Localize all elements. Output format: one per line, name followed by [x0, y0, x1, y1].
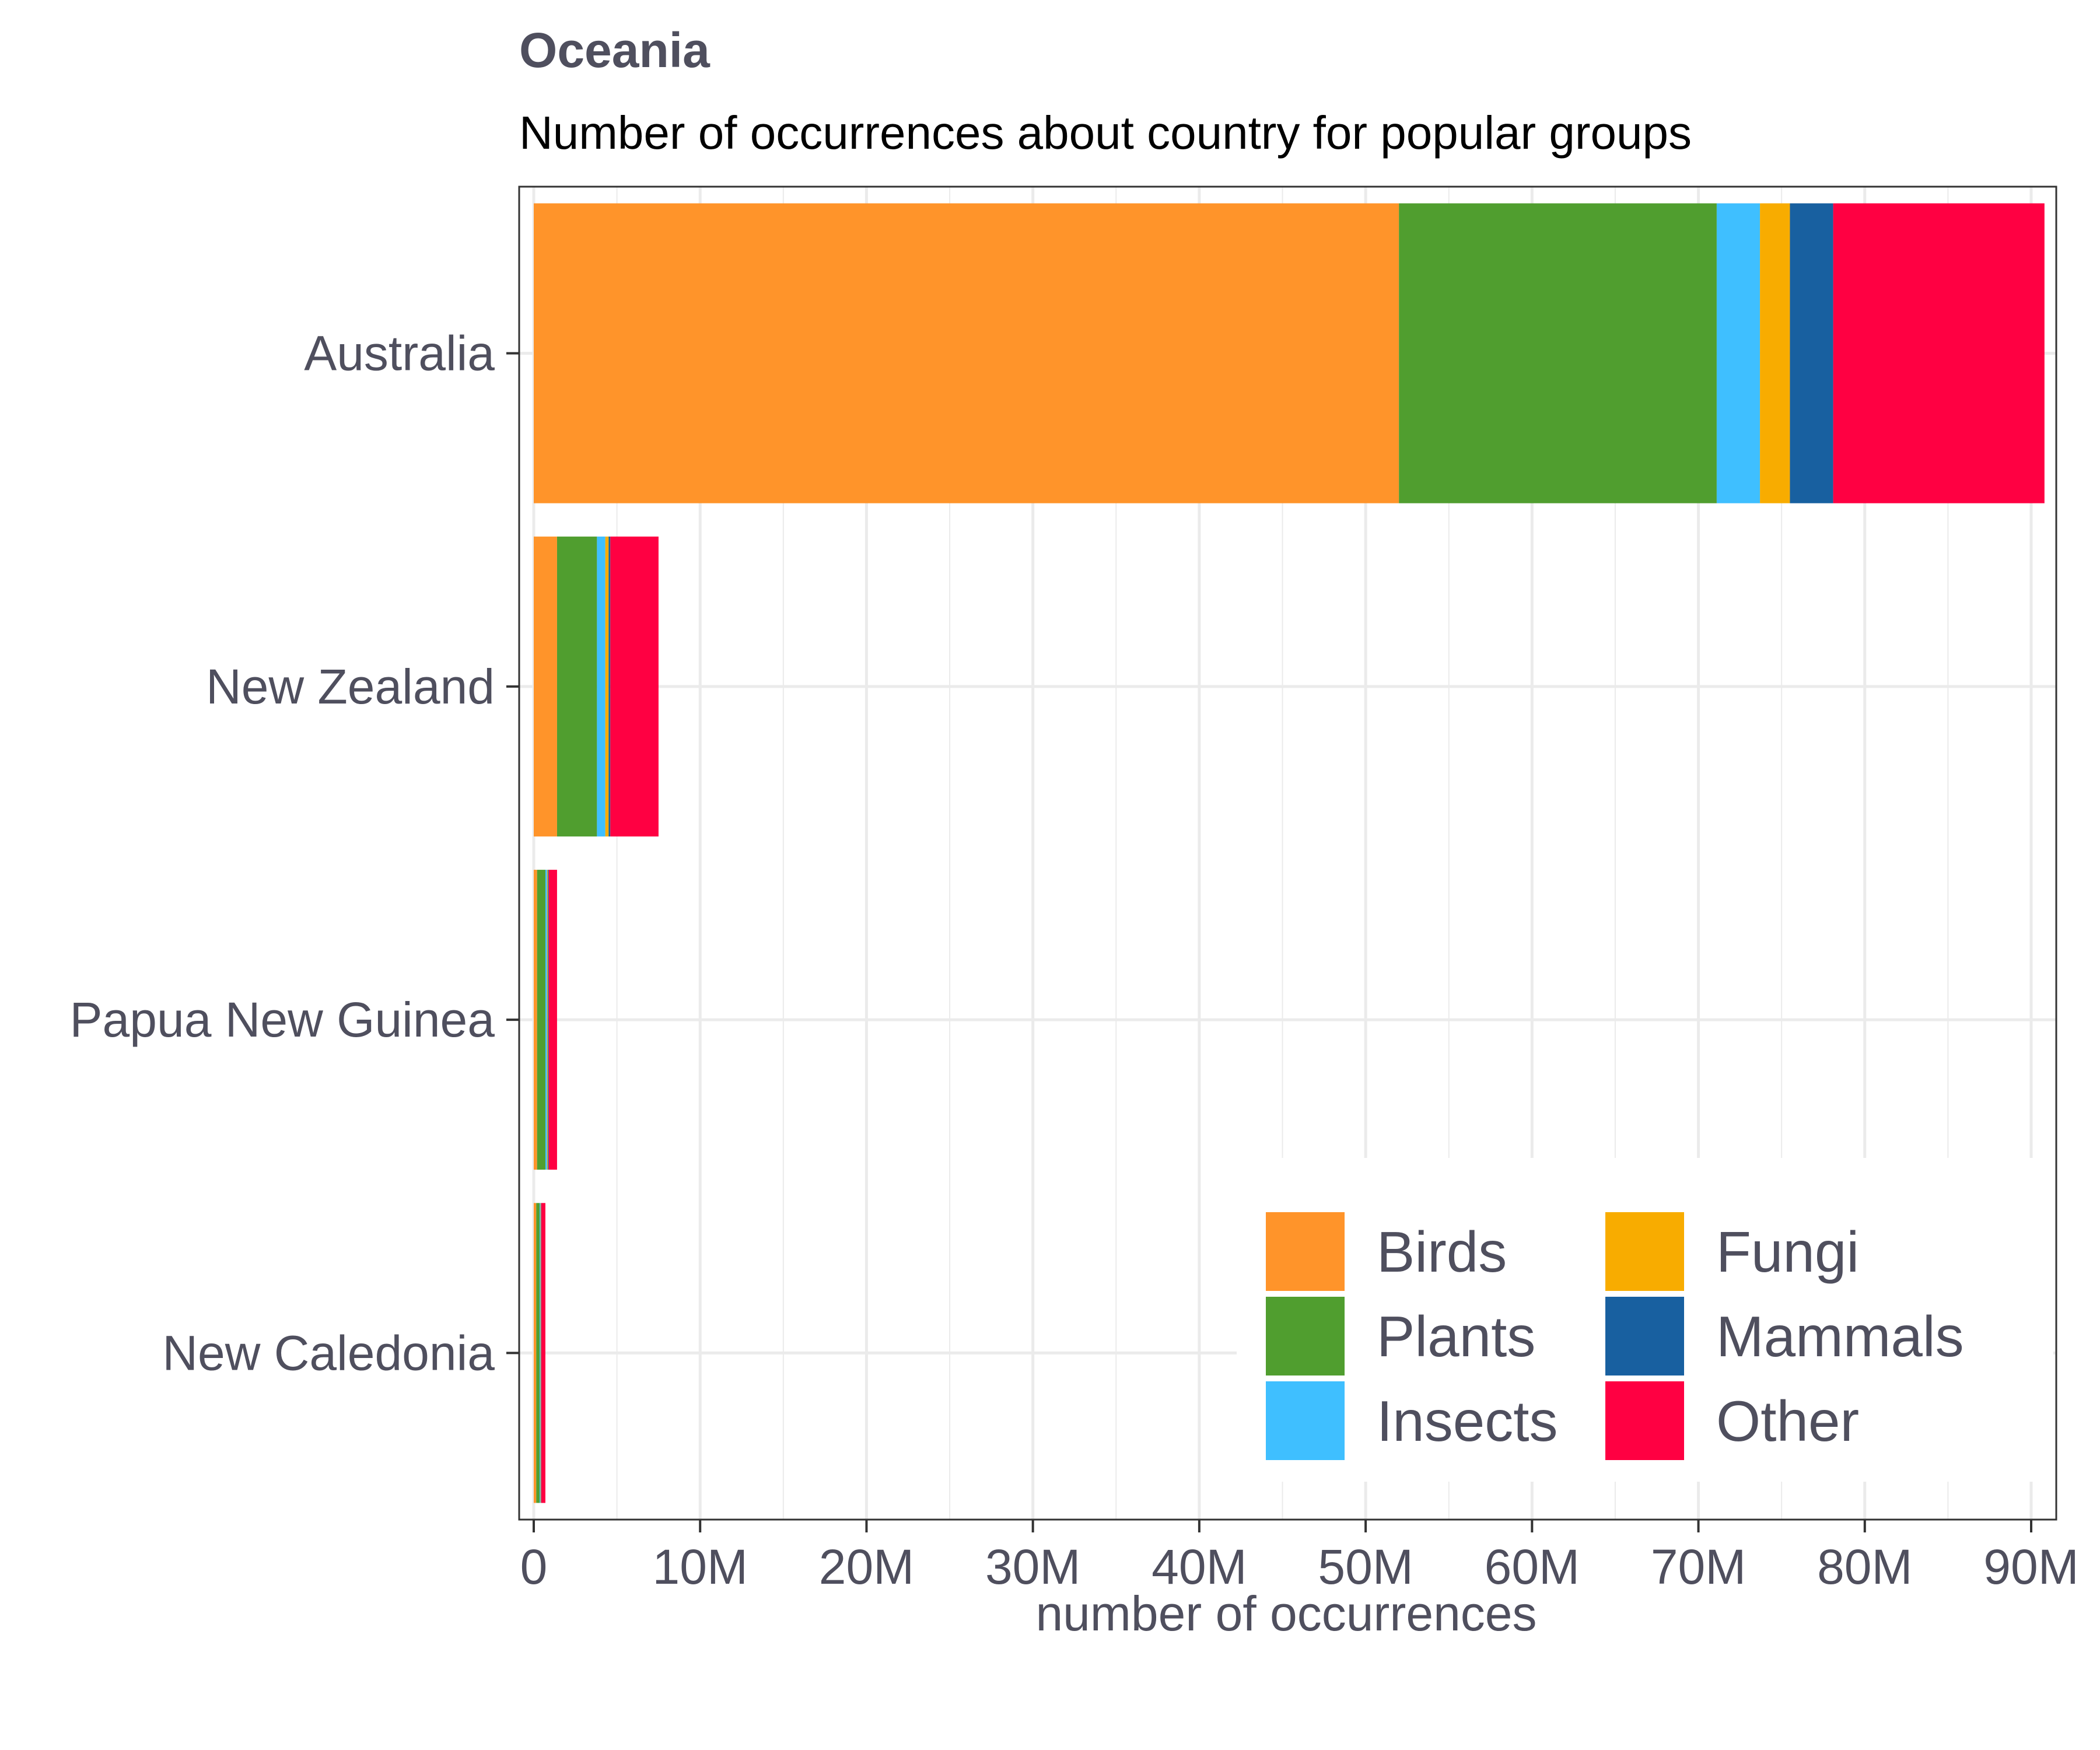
bar-plants-new-caledonia: [536, 1203, 540, 1503]
bar-mammals-new-zealand: [608, 536, 611, 836]
x-axis-title: number of occurrences: [1035, 1586, 1536, 1641]
bar-fungi-papua-new-guinea: [547, 870, 548, 1170]
bar-other-new-caledonia: [541, 1203, 545, 1503]
x-tick-label: 0: [520, 1539, 548, 1594]
legend-label-mammals: Mammals: [1716, 1304, 1964, 1368]
chart-title: Oceania: [519, 23, 710, 78]
legend-key-mammals: [1605, 1297, 1684, 1376]
y-axis: Australia New Zealand Papua New Guinea New …: [70, 326, 519, 1380]
bar-birds-new-zealand: [534, 536, 557, 836]
bar-plants-papua-new-guinea: [537, 870, 545, 1170]
bar-insects-new-zealand: [597, 536, 606, 836]
bar-birds-australia: [534, 203, 1399, 503]
bar-fungi-australia: [1760, 203, 1790, 503]
bar-other-new-zealand: [610, 536, 659, 836]
bar-plants-new-zealand: [556, 536, 597, 836]
bar-fungi-new-zealand: [605, 536, 609, 836]
x-tick-label: 20M: [819, 1539, 914, 1594]
panel-border: [518, 186, 2057, 1521]
bar-birds-new-caledonia: [534, 1203, 537, 1503]
y-tick-label: New Zealand: [206, 659, 495, 714]
x-tick-label: 50M: [1318, 1539, 1413, 1594]
legend-key-fungi: [1605, 1212, 1684, 1291]
x-tick-label: 10M: [653, 1539, 748, 1594]
bar-insects-papua-new-guinea: [545, 870, 547, 1170]
x-tick-label: 40M: [1152, 1539, 1247, 1594]
legend-key-other: [1605, 1381, 1684, 1460]
bar-other-australia: [1833, 203, 2045, 503]
x-tick-label: 70M: [1651, 1539, 1746, 1594]
chart-subtitle: Number of occurrences about country for …: [519, 107, 1692, 159]
legend-label-birds: Birds: [1377, 1220, 1507, 1284]
legend-label-plants: Plants: [1377, 1304, 1535, 1368]
legend-label-fungi: Fungi: [1716, 1220, 1859, 1284]
x-tick-label: 60M: [1485, 1539, 1580, 1594]
x-tick-label: 90M: [1983, 1539, 2078, 1594]
bar-insects-australia: [1716, 203, 1760, 503]
x-tick-label: 30M: [985, 1539, 1080, 1594]
legend-label-insects: Insects: [1377, 1389, 1558, 1453]
y-tick-label: New Caledonia: [162, 1325, 495, 1380]
bars: [534, 203, 2045, 1503]
x-tick-label: 80M: [1817, 1539, 1912, 1594]
bar-plants-australia: [1399, 203, 1717, 503]
bar-birds-papua-new-guinea: [534, 870, 537, 1170]
legend-label-other: Other: [1716, 1389, 1859, 1453]
bar-fungi-new-caledonia: [540, 1203, 541, 1503]
y-tick-label: Papua New Guinea: [70, 992, 495, 1047]
legend: Birds Plants Insects Fungi Mammals Other: [1237, 1158, 2053, 1482]
legend-key-plants: [1266, 1297, 1345, 1376]
bar-other-papua-new-guinea: [548, 870, 557, 1170]
x-axis: 0 10M 20M 30M 40M 50M 60M 70M 80M 90M: [520, 1520, 2079, 1594]
bar-mammals-australia: [1790, 203, 1833, 503]
legend-key-insects: [1266, 1381, 1345, 1460]
y-tick-label: Australia: [304, 326, 495, 381]
legend-key-birds: [1266, 1212, 1345, 1291]
